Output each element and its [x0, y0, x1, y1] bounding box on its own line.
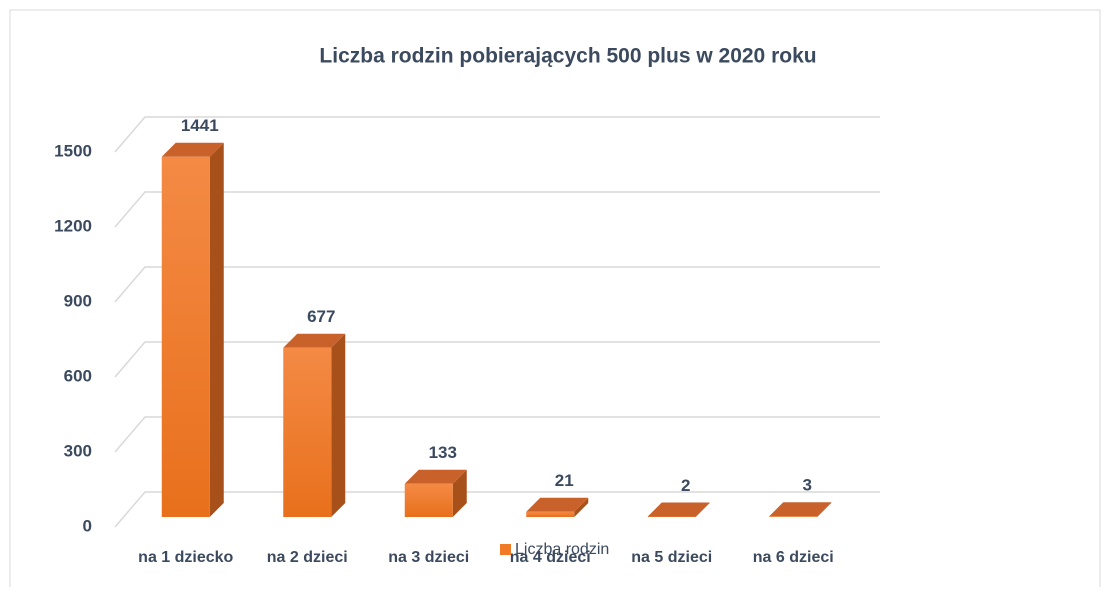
bar-top [526, 497, 589, 512]
bar-top [404, 469, 467, 484]
bar-front [161, 156, 210, 517]
bar [526, 497, 589, 517]
data-label: 677 [307, 307, 335, 326]
y-tick-label: 900 [64, 291, 92, 310]
x-tick-label: na 2 dzieci [267, 549, 348, 566]
bar-side [209, 142, 224, 517]
data-label: 3 [803, 476, 812, 495]
grid-line [114, 416, 880, 453]
bar-side [331, 333, 346, 517]
x-tick-label: na 1 dziecko [138, 549, 233, 566]
y-tick-label: 1500 [54, 141, 92, 160]
grid-line [114, 266, 880, 303]
bar-front [769, 516, 818, 517]
x-tick-label: na 5 dzieci [631, 549, 712, 566]
bar [161, 142, 224, 517]
bar-side [452, 469, 467, 517]
bar-front [526, 511, 575, 517]
y-tick-label: 300 [64, 441, 92, 460]
grid-line [114, 341, 880, 378]
bar-top [161, 142, 224, 157]
bar-top [283, 333, 346, 348]
bar-front [404, 483, 453, 517]
bar [404, 469, 467, 517]
x-tick-label: na 6 dzieci [753, 549, 834, 566]
bar [647, 502, 710, 517]
bar-front [647, 516, 696, 517]
x-tick-label: na 3 dzieci [388, 549, 469, 566]
bar-side [574, 497, 589, 517]
x-tick-label: na 4 dzieci [510, 549, 591, 566]
y-tick-label: 1200 [54, 216, 92, 235]
legend-swatch [500, 544, 511, 555]
bar [769, 502, 832, 517]
bar [283, 333, 346, 517]
data-label: 21 [555, 471, 574, 490]
data-label: 133 [429, 443, 457, 462]
grid-line [114, 116, 880, 153]
bar-top [769, 502, 832, 517]
data-label: 1441 [181, 116, 219, 135]
grid-line [114, 191, 880, 228]
y-tick-label: 0 [83, 516, 92, 535]
bar-top [647, 502, 710, 517]
bar-side [817, 502, 832, 517]
bar-front [283, 347, 332, 517]
data-label: 2 [681, 476, 690, 495]
y-tick-label: 600 [64, 366, 92, 385]
bar-side [695, 502, 710, 517]
grid-line [114, 491, 880, 528]
legend-label: Liczba rodzin [515, 541, 609, 558]
chart-title: Liczba rodzin pobierających 500 plus w 2… [319, 45, 816, 68]
